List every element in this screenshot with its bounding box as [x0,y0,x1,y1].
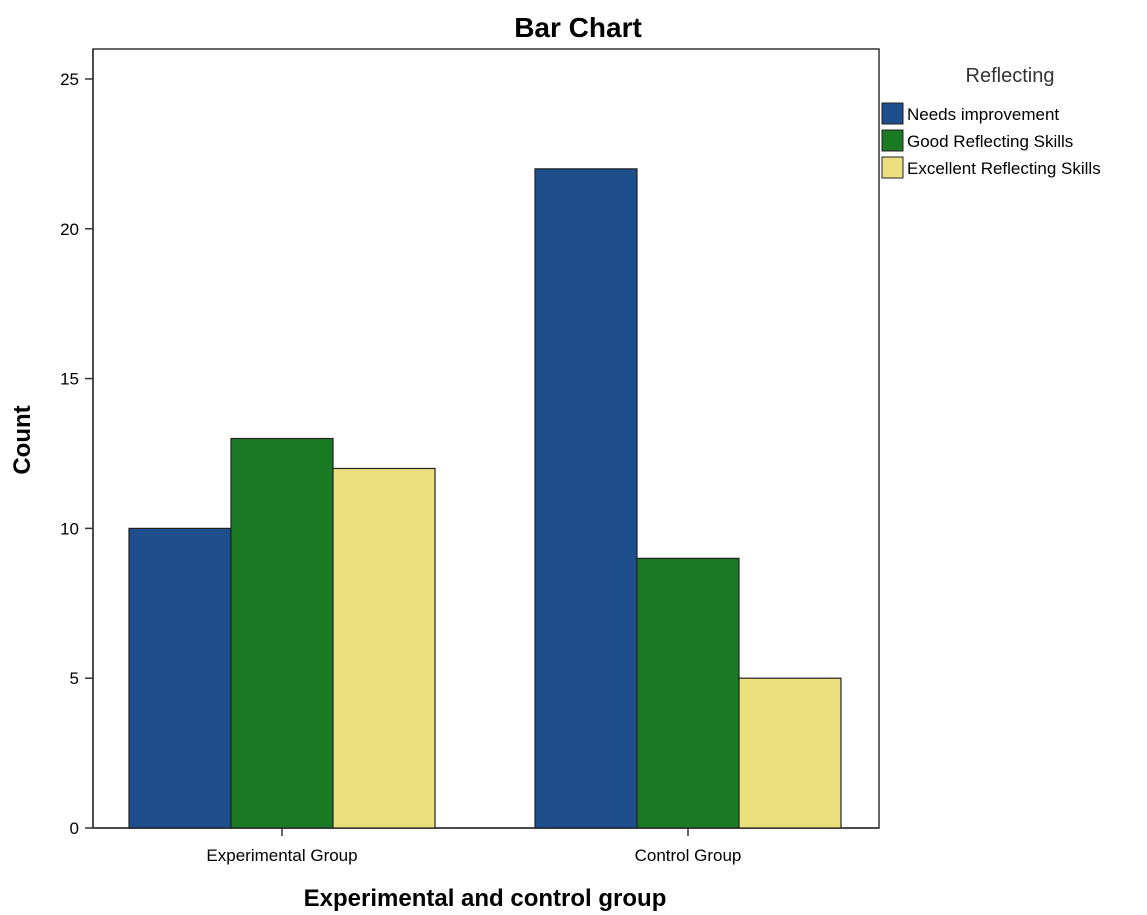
y-axis-title: Count [9,405,36,474]
legend-label: Excellent Reflecting Skills [907,159,1101,178]
bars [128,168,842,829]
bar-needs-improvement-experimental-group [128,527,232,829]
y-tick-label: 20 [60,220,79,239]
y-tick-label: 15 [60,370,79,389]
y-tick-label: 0 [70,819,79,838]
bar-good-reflecting-skills-experimental-group [230,437,334,829]
y-tick-label: 10 [60,519,79,538]
bar-good-reflecting-skills-control-group [636,557,740,829]
y-tick-label: 25 [60,70,79,89]
x-tick-label: Control Group [635,846,742,865]
x-axis: Experimental Group Control Group [93,827,879,865]
x-axis-title: Experimental and control group [304,885,667,912]
y-axis: 0 5 10 15 20 25 [60,49,94,838]
bar-excellent-reflecting-skills-experimental-group [332,467,436,829]
legend-title: Reflecting [966,65,1055,87]
bar-needs-improvement-control-group [534,168,638,829]
x-tick-label: Experimental Group [206,846,357,865]
chart-title: Bar Chart [514,12,642,43]
legend-label: Needs improvement [907,105,1059,124]
y-tick-label: 5 [70,669,79,688]
legend-swatch [881,156,904,179]
legend-swatch [881,129,904,152]
legend-label: Good Reflecting Skills [907,132,1073,151]
bar-excellent-reflecting-skills-control-group [738,677,842,829]
legend: Reflecting Needs improvement Good Reflect… [881,65,1101,179]
legend-swatch [881,102,904,125]
